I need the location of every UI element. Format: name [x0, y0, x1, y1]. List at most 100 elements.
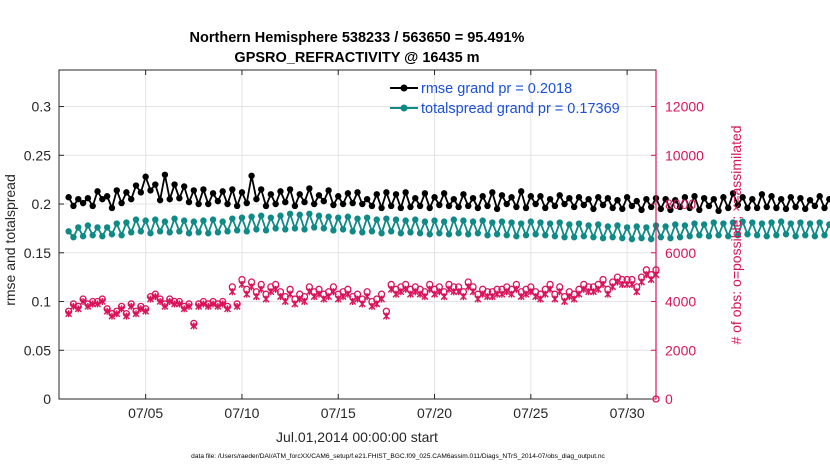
series-point-1	[431, 217, 438, 224]
series-point-0	[821, 204, 828, 212]
obs-assimilated-point	[185, 302, 193, 310]
series-point-1	[65, 228, 72, 235]
series-point-0	[200, 186, 207, 193]
series-point-1	[725, 233, 732, 240]
series-point-0	[229, 186, 236, 193]
obs-assimilated-point	[190, 322, 198, 330]
series-point-1	[421, 218, 429, 225]
series-point-0	[633, 197, 640, 205]
series-point-0	[214, 197, 222, 205]
series-point-1	[128, 229, 135, 236]
obs-assimilated-point	[334, 295, 342, 303]
series-point-0	[349, 199, 356, 207]
obs-assimilated-point	[469, 288, 477, 296]
series-point-1	[156, 228, 164, 235]
x-tick-label: 07/05	[128, 405, 163, 421]
series-point-1	[123, 219, 130, 226]
obs-assimilated-point	[416, 290, 424, 298]
series-point-1	[715, 232, 722, 239]
series-point-0	[262, 202, 270, 210]
obs-assimilated-point	[204, 302, 212, 310]
series-layer	[65, 171, 830, 243]
series-point-0	[176, 194, 183, 202]
series-point-0	[123, 189, 130, 196]
series-point-0	[277, 188, 284, 195]
right-tick-label: 0	[665, 391, 673, 407]
series-point-1	[262, 227, 270, 234]
series-point-0	[566, 194, 573, 202]
series-point-1	[89, 232, 96, 239]
obs-assimilated-point	[339, 293, 347, 301]
series-point-1	[335, 214, 342, 221]
series-point-1	[777, 218, 785, 225]
series-point-0	[623, 194, 631, 201]
series-point-1	[614, 222, 621, 229]
series-point-0	[797, 194, 804, 202]
series-point-1	[310, 224, 318, 231]
series-point-0	[147, 187, 154, 194]
series-point-1	[70, 233, 77, 241]
series-point-1	[436, 230, 443, 237]
series-point-0	[455, 203, 462, 211]
series-point-0	[479, 193, 486, 200]
obs-assimilated-point	[411, 288, 419, 296]
obs-assimilated-point	[488, 293, 496, 301]
series-point-0	[137, 189, 145, 196]
series-point-1	[412, 216, 419, 223]
series-point-0	[296, 191, 303, 198]
series-point-0	[710, 195, 717, 203]
series-point-0	[498, 192, 506, 199]
series-point-1	[238, 214, 246, 221]
series-point-0	[238, 189, 246, 196]
series-point-1	[806, 220, 814, 227]
x-tick-label: 07/15	[321, 405, 356, 421]
series-point-0	[132, 182, 140, 189]
obs-assimilated-point	[301, 298, 309, 306]
series-point-0	[286, 186, 294, 193]
obs-assimilated-point	[252, 293, 260, 301]
series-point-1	[103, 224, 111, 231]
series-point-1	[479, 217, 486, 224]
series-point-0	[407, 203, 414, 211]
series-point-1	[349, 228, 356, 235]
series-point-0	[725, 204, 732, 212]
series-point-0	[315, 192, 323, 199]
obs-assimilated-point	[522, 290, 530, 298]
series-point-1	[763, 233, 770, 240]
obs-assimilated-point	[257, 285, 265, 293]
right-tick-label: 6000	[665, 245, 696, 261]
series-point-0	[118, 199, 125, 207]
series-point-0	[152, 181, 159, 188]
series-point-1	[152, 216, 159, 223]
series-point-0	[142, 173, 149, 180]
series-point-1	[397, 230, 405, 237]
series-point-0	[70, 202, 77, 210]
series-point-1	[373, 216, 380, 223]
series-point-1	[267, 214, 275, 221]
series-point-0	[84, 194, 92, 202]
obs-assimilated-point	[320, 295, 328, 303]
series-point-1	[359, 229, 366, 236]
series-point-0	[777, 195, 785, 203]
series-point-1	[768, 219, 775, 226]
series-point-0	[354, 189, 361, 196]
series-point-1	[734, 232, 742, 239]
series-point-0	[450, 195, 457, 203]
series-point-0	[604, 194, 612, 202]
series-point-1	[638, 234, 645, 242]
series-point-1	[142, 217, 149, 224]
series-point-1	[200, 217, 207, 224]
obs-assimilated-point	[286, 290, 294, 298]
obs-assimilated-point	[421, 293, 429, 301]
series-point-0	[590, 205, 597, 213]
series-point-1	[542, 232, 549, 239]
series-point-1	[272, 225, 279, 232]
series-point-1	[185, 230, 193, 237]
series-point-0	[99, 195, 106, 203]
series-point-0	[310, 200, 318, 208]
series-point-0	[65, 194, 72, 201]
series-point-1	[79, 233, 87, 240]
series-point-1	[277, 212, 284, 219]
obs-assimilated-point	[479, 290, 487, 298]
series-point-0	[94, 188, 101, 195]
